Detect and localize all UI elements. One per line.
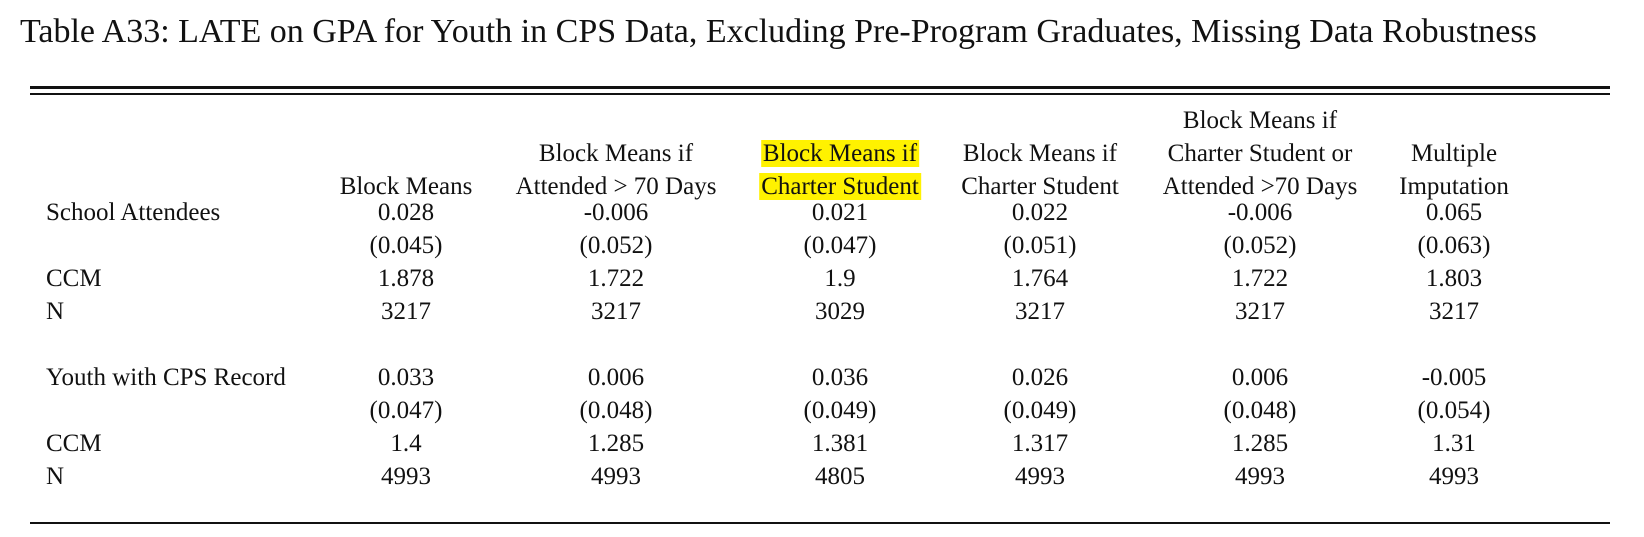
estimate-cell: 0.006 xyxy=(587,364,645,391)
ccm-cell: 1.285 xyxy=(1231,430,1289,457)
estimate-cell: -0.006 xyxy=(1227,199,1293,226)
column-header-line: Attended > 70 Days xyxy=(515,173,717,200)
column-header-line: Block Means if xyxy=(1182,107,1338,134)
n-cell: 3217 xyxy=(1015,298,1065,325)
n-cell: 4993 xyxy=(381,463,431,490)
top-rule-thick xyxy=(30,86,1610,89)
n-label: N xyxy=(46,298,65,325)
ccm-cell: 1.9 xyxy=(824,265,856,292)
std-error-cell: (0.047) xyxy=(369,397,443,424)
column-header-line: Attended >70 Days xyxy=(1162,173,1358,200)
n-cell: 3217 xyxy=(1429,298,1479,325)
std-error-cell: (0.049) xyxy=(803,397,877,424)
top-rule-thin xyxy=(30,93,1610,95)
estimate-cell: 0.065 xyxy=(1425,199,1483,226)
ccm-cell: 1.878 xyxy=(377,265,435,292)
table-title: Table A33: LATE on GPA for Youth in CPS … xyxy=(20,13,1537,50)
estimate-cell: 0.006 xyxy=(1231,364,1289,391)
column-header-6: Multiple Imputation xyxy=(1399,98,1509,203)
n-cell: 3029 xyxy=(815,298,865,325)
column-header-4: Block Means if Charter Student xyxy=(961,98,1119,203)
estimate-cell: 0.033 xyxy=(377,364,435,391)
column-header-5: Block Means if Charter Student or Attended… xyxy=(1163,98,1358,203)
n-cell: 3217 xyxy=(381,298,431,325)
estimate-cell: 0.022 xyxy=(1011,199,1069,226)
n-label: N xyxy=(46,463,65,490)
column-header-line: Imputation xyxy=(1399,173,1509,200)
column-header-line: Block Means if xyxy=(962,140,1118,167)
std-error-cell: (0.048) xyxy=(1223,397,1297,424)
std-error-cell: (0.047) xyxy=(803,232,877,259)
column-header-line: Charter Student xyxy=(961,173,1119,200)
ccm-cell: 1.31 xyxy=(1432,430,1476,457)
panel-label: Youth with CPS Record xyxy=(46,364,286,391)
n-cell: 4993 xyxy=(591,463,641,490)
n-cell: 4805 xyxy=(815,463,865,490)
std-error-cell: (0.054) xyxy=(1417,397,1491,424)
n-cell: 3217 xyxy=(591,298,641,325)
std-error-cell: (0.063) xyxy=(1417,232,1491,259)
column-header-3: Block Means if Charter Student xyxy=(759,98,921,203)
std-error-cell: (0.051) xyxy=(1003,232,1077,259)
estimate-cell: 0.036 xyxy=(811,364,869,391)
ccm-label: CCM xyxy=(46,265,102,292)
column-header-line: Charter Student xyxy=(759,173,921,200)
ccm-cell: 1.803 xyxy=(1425,265,1483,292)
column-header-line: Block Means xyxy=(339,173,473,200)
std-error-cell: (0.052) xyxy=(1223,232,1297,259)
std-error-cell: (0.045) xyxy=(369,232,443,259)
n-cell: 4993 xyxy=(1235,463,1285,490)
ccm-cell: 1.722 xyxy=(587,265,645,292)
ccm-cell: 1.381 xyxy=(811,430,869,457)
column-header-line: Charter Student or xyxy=(1167,140,1353,167)
ccm-cell: 1.722 xyxy=(1231,265,1289,292)
column-header-line: Block Means if xyxy=(538,140,694,167)
column-header-2: Block Means if Attended > 70 Days xyxy=(516,98,717,203)
ccm-cell: 1.764 xyxy=(1011,265,1069,292)
ccm-cell: 1.4 xyxy=(390,430,422,457)
estimate-cell: -0.005 xyxy=(1421,364,1487,391)
estimate-cell: -0.006 xyxy=(583,199,649,226)
column-header-1: Block Means xyxy=(340,98,473,203)
estimate-cell: 0.026 xyxy=(1011,364,1069,391)
column-header-line: Block Means if xyxy=(760,140,920,167)
ccm-label: CCM xyxy=(46,430,102,457)
panel-label: School Attendees xyxy=(46,199,221,226)
n-cell: 4993 xyxy=(1015,463,1065,490)
ccm-cell: 1.317 xyxy=(1011,430,1069,457)
std-error-cell: (0.048) xyxy=(579,397,653,424)
column-header-line: Multiple xyxy=(1410,140,1498,167)
n-cell: 3217 xyxy=(1235,298,1285,325)
ccm-cell: 1.285 xyxy=(587,430,645,457)
std-error-cell: (0.049) xyxy=(1003,397,1077,424)
estimate-cell: 0.028 xyxy=(377,199,435,226)
bottom-rule xyxy=(30,522,1610,524)
std-error-cell: (0.052) xyxy=(579,232,653,259)
n-cell: 4993 xyxy=(1429,463,1479,490)
estimate-cell: 0.021 xyxy=(811,199,869,226)
